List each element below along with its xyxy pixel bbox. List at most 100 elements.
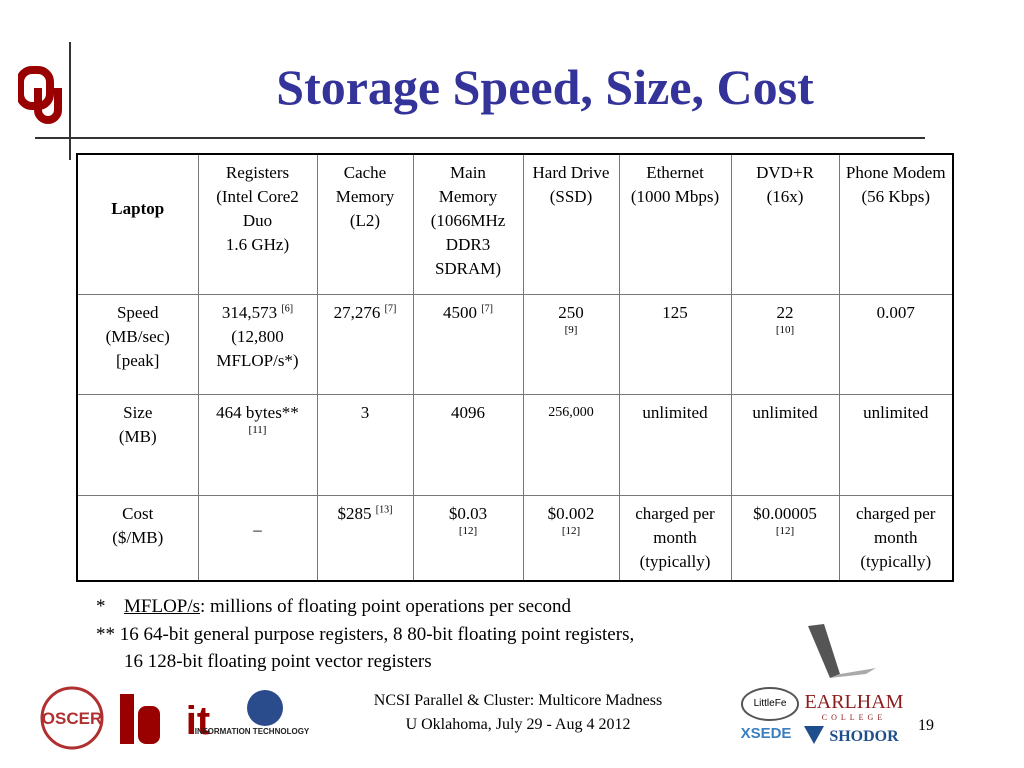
cell-text: Cache (343, 163, 387, 182)
cell-text: (Intel Core2 Duo (216, 187, 299, 230)
cell-line: Ethernet (624, 161, 727, 185)
data-cell: unlimited (730, 393, 840, 496)
cell-line: 314,573 [6] (203, 301, 313, 325)
cell-line: $0.002 (528, 502, 615, 526)
cell-line: charged per month (624, 502, 727, 550)
data-cell: 22 [10] (730, 293, 840, 395)
footnote-definition: : millions of floating point operations … (200, 596, 571, 617)
cell-line: 250 (528, 301, 615, 325)
row-label: Cost ($/MB) (76, 494, 199, 582)
row-label: Size (MB) (76, 393, 199, 496)
header-cell: Registers (Intel Core2 Duo 1.6 GHz) (197, 153, 318, 295)
cell-text: 250 (558, 302, 584, 322)
oscer-logo: OSCER (42, 709, 102, 728)
laptop-image (808, 624, 876, 678)
cell-text: charged per month (856, 503, 936, 547)
cell-text: 125 (662, 302, 688, 322)
cell-text: (L2) (349, 211, 381, 230)
footnote-2: ** 16 64-bit general purpose registers, … (96, 624, 635, 645)
data-cell: unlimited (618, 393, 732, 496)
cell-text: 4500 (443, 302, 478, 322)
row-label-line: (MB/sec) (105, 326, 170, 346)
cell-text: (1000 Mbps) (630, 187, 720, 206)
cell-text: $0.00005 (753, 503, 817, 523)
data-cell: 4096 (412, 393, 524, 496)
cell-line: (12,800 MFLOP/s*) (203, 325, 313, 373)
row-label: Speed (MB/sec) [peak] (76, 293, 199, 395)
footnote-term: MFLOP/s (124, 596, 201, 617)
it-logo: it (186, 699, 210, 743)
cell-line: (1000 Mbps) (624, 185, 727, 209)
slide-title: Storage Speed, Size, Cost (276, 59, 814, 115)
data-cell: 250 [9] (522, 293, 620, 395)
cell-text: (SSD) (549, 187, 593, 206)
cell-line: Registers (203, 161, 313, 185)
rule-vertical (69, 42, 71, 160)
data-cell: $0.03 [12] (412, 494, 524, 582)
cell-text: 22 (776, 302, 794, 322)
data-cell: $285 [13] (316, 494, 414, 582)
cell-text: (typically) (860, 551, 932, 571)
reference: [7] (384, 302, 397, 314)
row-label-line: Size (123, 402, 153, 422)
data-cell: – (197, 494, 318, 582)
cell-text: 4096 (451, 402, 485, 422)
littlefe-logo: LittleFe (754, 698, 787, 709)
cell-line: – (203, 518, 313, 542)
cell-text: 27,276 (333, 302, 381, 322)
shodor-logo: SHODOR (829, 728, 899, 745)
right-logos: LittleFe EARLHAM COLLEGE XSEDE SHODOR (741, 687, 904, 745)
header-cell: Main Memory (1066MHz DDR3 SDRAM) (412, 153, 524, 295)
footnote-3: 16 128-bit floating point vector registe… (124, 651, 432, 672)
cell-text: Memory (438, 187, 498, 206)
cell-line: Memory (418, 185, 519, 209)
cell-text: unlimited (752, 402, 818, 422)
data-cell: $0.00005 [12] (730, 494, 840, 582)
cell-line: (typically) (844, 550, 949, 574)
cell-line: $0.00005 (736, 502, 835, 526)
cell-line: (L2) (322, 209, 409, 233)
reference: [10] (775, 323, 795, 336)
cell-text: Main (450, 163, 486, 182)
data-cell: $0.002 [12] (522, 494, 620, 582)
cell-text: $285 (337, 503, 372, 523)
cell-line: 1.6 GHz) (203, 233, 313, 257)
row-label-line: Speed (116, 302, 159, 322)
footer-line1: NCSI Parallel & Cluster: Multicore Madne… (373, 692, 663, 709)
cell-line: (SSD) (528, 185, 615, 209)
cell-line: Phone Modem (844, 161, 949, 185)
header-cell: Cache Memory (L2) (316, 153, 414, 295)
data-cell: 3 (316, 393, 414, 496)
cell-text: $0.002 (547, 503, 595, 523)
corner-cell: Laptop (76, 153, 199, 295)
row-label-line: (MB) (118, 426, 157, 446)
cell-line: 4500 [7] (418, 301, 519, 325)
footnote-star: * (96, 596, 106, 617)
data-cell: 27,276 [7] (316, 293, 414, 395)
cell-text: 256,000 (548, 404, 594, 420)
cell-text: (16x) (766, 187, 804, 206)
cell-line: (16x) (736, 185, 835, 209)
reference: [7] (481, 302, 493, 314)
data-cell: 256,000 (522, 393, 620, 496)
row-label-line: [peak] (116, 350, 160, 370)
reference: [9] (564, 323, 578, 336)
cell-line: $0.03 (418, 502, 519, 526)
reference: [12] (458, 524, 478, 537)
cell-line: 0.007 (844, 301, 949, 325)
data-cell: 314,573 [6] (12,800 MFLOP/s*) (197, 293, 318, 395)
cell-text: – (253, 519, 262, 539)
cell-line: 256,000 (528, 401, 615, 425)
cell-text: unlimited (863, 402, 929, 422)
header-cell: Phone Modem (56 Kbps) (838, 153, 954, 295)
cell-line: (56 Kbps) (844, 185, 949, 209)
cell-line: Cache (322, 161, 409, 185)
cell-line: Main (418, 161, 519, 185)
college-logo: COLLEGE (822, 713, 886, 722)
cell-line: 125 (624, 301, 727, 325)
cell-line: 3 (322, 401, 409, 425)
cell-text: $0.03 (448, 503, 488, 523)
cell-line: unlimited (736, 401, 835, 425)
footer-line2: U Oklahoma, July 29 - Aug 4 2012 (405, 716, 631, 733)
cell-line: 4096 (418, 401, 519, 425)
